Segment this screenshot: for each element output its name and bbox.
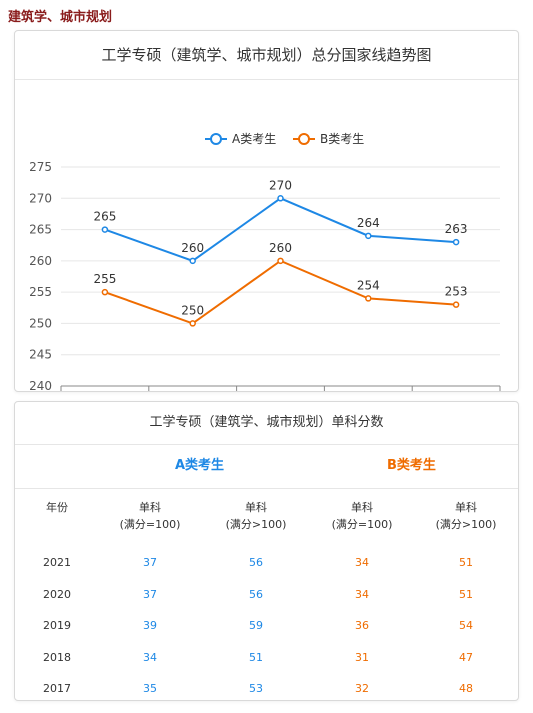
- legend-marker: [210, 133, 222, 145]
- data-point: [277, 195, 284, 202]
- data-point: [277, 257, 284, 265]
- score-cell: 37: [143, 556, 157, 569]
- col-header-a2-line1: 单科: [245, 501, 267, 514]
- y-tick-label: 260: [29, 254, 52, 268]
- legend-label: B类考生: [320, 132, 364, 146]
- table-body: 2021 37 56 34 51 2020 37 56 34 51 2019 3…: [15, 547, 518, 705]
- score-cell: 37: [143, 587, 157, 601]
- table-row: 2017 35 53 32 48: [15, 673, 518, 705]
- year-cell: 2018: [43, 650, 71, 664]
- score-cell: 34: [355, 587, 369, 601]
- data-label: 250: [181, 303, 204, 317]
- score-cell: 59: [249, 619, 263, 632]
- y-tick-label: 265: [29, 223, 52, 237]
- score-cell: 39: [143, 619, 157, 632]
- y-tick-label: 240: [29, 379, 52, 392]
- data-point: [452, 301, 460, 308]
- col-header-b1-line2: (满分=100): [331, 518, 393, 531]
- legend-marker: [298, 133, 310, 145]
- data-label: 253: [445, 285, 468, 299]
- y-tick-label: 245: [29, 348, 52, 362]
- col-header-b2-line2: (满分>100): [435, 518, 497, 531]
- page-heading: 建筑学、城市规划: [8, 10, 113, 25]
- col-header-b1: 单科 (满分=100): [317, 499, 407, 533]
- data-label: 260: [269, 241, 292, 255]
- year-header: 年份: [46, 501, 68, 514]
- data-label: 265: [93, 210, 116, 224]
- score-cell: 51: [249, 650, 263, 664]
- trend-chart-card: 工学专硕（建筑学、城市规划）总分国家线趋势图 A类考生 B类考生 240 245 250…: [14, 30, 519, 392]
- data-label: 255: [93, 272, 116, 286]
- score-cell: 47: [459, 650, 473, 664]
- score-cell: 48: [459, 682, 473, 695]
- table-row: 2021 37 56 34 51: [15, 547, 518, 579]
- table-row: 2020 37 56 34 51: [15, 579, 518, 611]
- data-label: 264: [357, 216, 380, 230]
- group-header-row: A类考生 B类考生: [15, 444, 518, 489]
- data-label: 260: [181, 241, 204, 255]
- col-header-a1-line1: 单科: [139, 501, 161, 514]
- year-cell: 2019: [43, 619, 71, 632]
- col-header-b2: 单科 (满分>100): [421, 499, 511, 533]
- score-cell: 54: [459, 619, 473, 632]
- score-cell: 56: [249, 587, 263, 601]
- score-cell: 36: [355, 619, 369, 632]
- col-header-a2: 单科 (满分>100): [211, 499, 301, 533]
- col-header-a2-line2: (满分>100): [225, 518, 287, 531]
- table-row: 2018 34 51 31 47: [15, 642, 518, 674]
- score-cell: 35: [143, 682, 157, 695]
- line-chart: A类考生B类考生24024525025526026527027520172018…: [29, 132, 501, 392]
- y-tick-label: 275: [29, 160, 52, 174]
- y-tick-label: 270: [29, 191, 52, 205]
- score-table: A类考生 B类考生 年份 单科 (满分=100) 单科 (满分>100) 单科 …: [15, 444, 518, 705]
- data-point: [365, 295, 372, 302]
- group-a-label: A类考生: [175, 458, 225, 473]
- score-cell: 51: [459, 556, 473, 569]
- y-tick-label: 250: [29, 316, 52, 330]
- y-tick-label: 255: [29, 285, 52, 299]
- data-point: [452, 238, 460, 246]
- table-title: 工学专硕（建筑学、城市规划）单科分数: [15, 402, 518, 445]
- legend-label: A类考生: [232, 132, 276, 146]
- data-label: 254: [357, 278, 380, 292]
- column-header-row: 年份 单科 (满分=100) 单科 (满分>100) 单科 (满分=100) 单…: [15, 489, 518, 547]
- table-row: 2019 39 59 36 54: [15, 610, 518, 642]
- score-table-card: 工学专硕（建筑学、城市规划）单科分数 A类考生 B类考生 年份 单科 (满分=1…: [14, 401, 519, 701]
- data-point: [189, 320, 196, 327]
- year-cell: 2020: [43, 587, 71, 601]
- score-cell: 51: [459, 587, 473, 601]
- group-b-label: B类考生: [387, 458, 436, 473]
- data-point: [101, 288, 109, 296]
- score-cell: 32: [355, 682, 369, 695]
- chart-title: 工学专硕（建筑学、城市规划）总分国家线趋势图: [15, 31, 518, 80]
- col-header-a1: 单科 (满分=100): [105, 499, 195, 533]
- data-point: [365, 232, 372, 240]
- data-point: [101, 226, 109, 233]
- score-cell: 34: [143, 650, 157, 664]
- col-header-a1-line2: (满分=100): [119, 518, 181, 531]
- year-cell: 2017: [43, 682, 71, 695]
- data-label: 263: [445, 222, 468, 236]
- col-header-b1-line1: 单科: [351, 501, 373, 514]
- score-cell: 53: [249, 682, 263, 695]
- year-cell: 2021: [43, 556, 71, 569]
- data-label: 270: [269, 178, 292, 192]
- data-point: [189, 257, 196, 265]
- score-cell: 34: [355, 556, 369, 569]
- score-cell: 31: [355, 650, 369, 664]
- col-header-b2-line1: 单科: [455, 501, 477, 514]
- score-cell: 56: [249, 556, 263, 569]
